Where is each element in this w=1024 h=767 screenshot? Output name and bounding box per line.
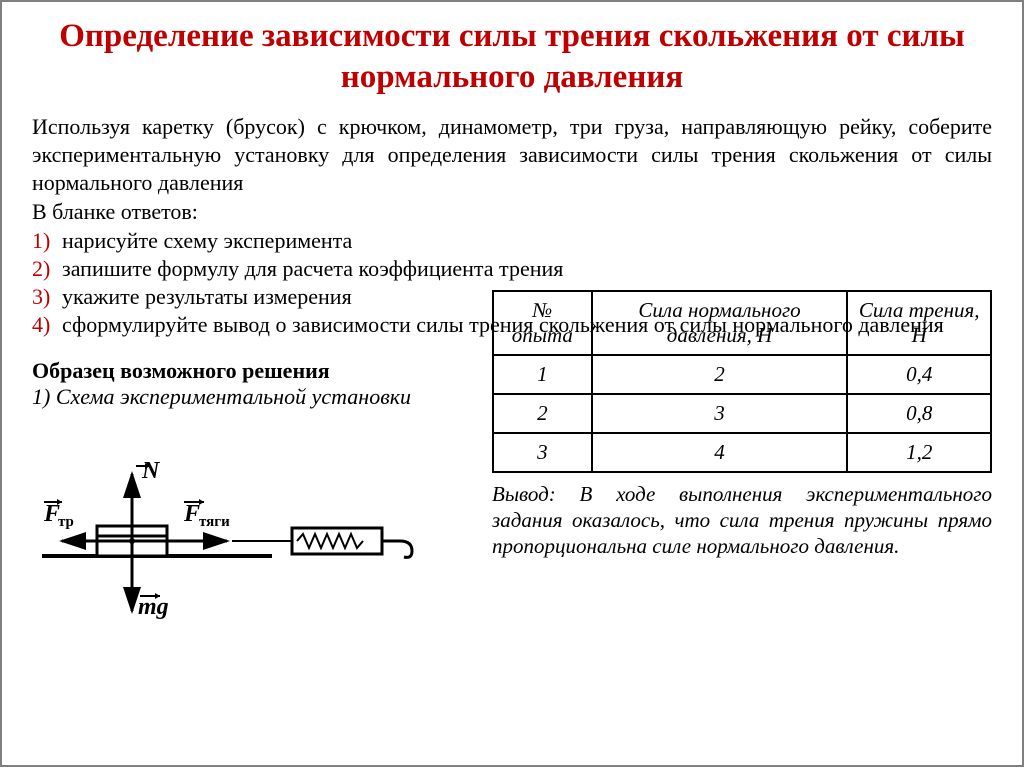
intro-text: Используя каретку (брусок) с крючком, ди… xyxy=(32,113,992,197)
sample-heading: Образец возможного решения xyxy=(32,358,472,384)
list-number: 4) xyxy=(32,311,50,339)
experiment-diagram: N mg F тр F тяги xyxy=(32,446,472,631)
table-row: 1 2 0,4 xyxy=(493,355,991,394)
task-item: 4) сформулируйте вывод о зависимости силы… xyxy=(32,311,992,339)
cell: 2 xyxy=(493,394,592,433)
task-item: 2) запишите формулу для расчета коэффицие… xyxy=(32,255,992,283)
task-text: укажите результаты измерения xyxy=(62,284,352,309)
conclusion-text: Вывод: В ходе выполнения экспериментальн… xyxy=(492,481,992,560)
label-Ftyagi-sub: тяги xyxy=(199,514,230,530)
task-item: 1) нарисуйте схему эксперимента xyxy=(32,227,992,255)
label-N: N xyxy=(141,458,161,484)
cell: 3 xyxy=(493,433,592,472)
cell: 1,2 xyxy=(847,433,991,472)
task-text: сформулируйте вывод о зависимости силы т… xyxy=(62,312,944,337)
blank-label: В бланке ответов: xyxy=(32,199,992,225)
task-text: нарисуйте схему эксперимента xyxy=(62,228,352,253)
task-list: 1) нарисуйте схему эксперимента 2) запишит… xyxy=(32,227,992,340)
table-row: 2 3 0,8 xyxy=(493,394,991,433)
label-Ftyagi: F xyxy=(183,501,200,527)
task-text: запишите формулу для расчета коэффициент… xyxy=(62,256,563,281)
cell: 1 xyxy=(493,355,592,394)
cell: 2 xyxy=(592,355,848,394)
list-number: 3) xyxy=(32,283,50,311)
cell: 3 xyxy=(592,394,848,433)
cell: 0,8 xyxy=(847,394,991,433)
cell: 0,4 xyxy=(847,355,991,394)
page-title: Определение зависимости силы трения скол… xyxy=(32,16,992,99)
cell: 4 xyxy=(592,433,848,472)
list-number: 1) xyxy=(32,227,50,255)
sample-subheading: 1) Схема экспериментальной установки xyxy=(32,384,472,410)
task-item: 3) укажите результаты измерения xyxy=(32,283,992,311)
table-row: 3 4 1,2 xyxy=(493,433,991,472)
label-mg: mg xyxy=(138,594,169,620)
list-number: 2) xyxy=(32,255,50,283)
label-Ftr-sub: тр xyxy=(58,514,74,530)
